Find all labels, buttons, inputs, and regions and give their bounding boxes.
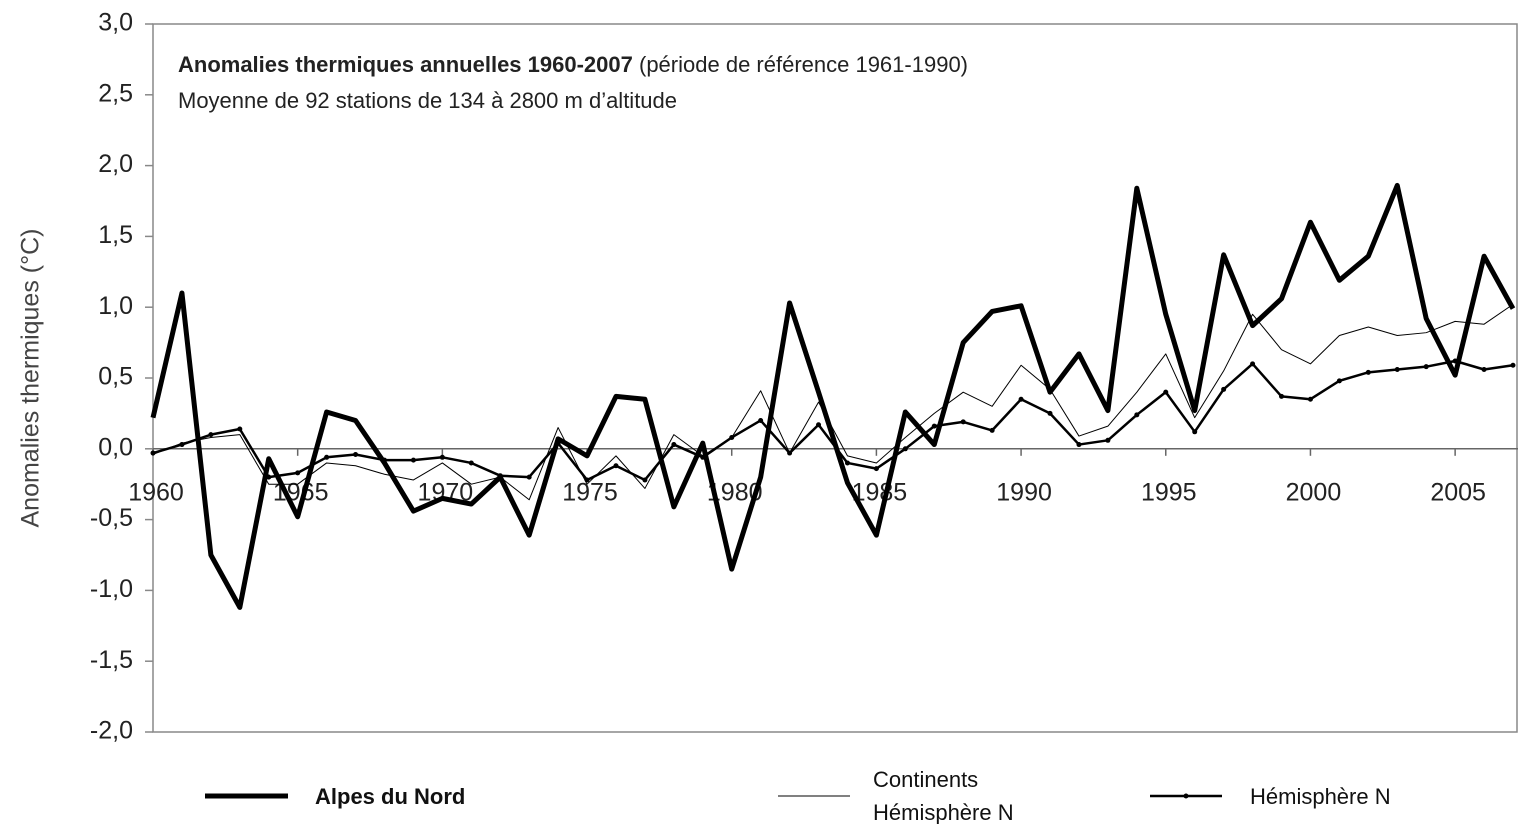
point (439, 454, 445, 460)
y-axis-label: Anomalies thermiques (°C) (17, 229, 45, 528)
point (324, 454, 330, 460)
point (381, 457, 387, 463)
point (410, 457, 416, 463)
point (1192, 429, 1198, 435)
point (468, 460, 474, 466)
point (150, 450, 156, 456)
y-tick-label: -1,0 (90, 575, 133, 603)
x-tick-label: 2005 (1430, 478, 1486, 506)
x-tick-label: 1975 (562, 478, 618, 506)
point (844, 460, 850, 466)
series-line (152, 303, 1514, 501)
point (179, 442, 185, 448)
y-tick-label: 0,0 (98, 433, 133, 461)
x-tick-label: 2000 (1286, 478, 1342, 506)
point (642, 477, 648, 483)
point (1394, 367, 1400, 373)
point (816, 422, 822, 428)
y-tick-label: 2,0 (98, 150, 133, 178)
legend-label: Alpes du Nord (315, 783, 466, 809)
point (1134, 412, 1140, 418)
chart-title: Anomalies thermiques annuelles 1960-2007… (178, 52, 968, 77)
point (353, 451, 359, 457)
title: Anomalies thermiques annuelles 1960-2007 (178, 52, 633, 77)
point (787, 450, 793, 456)
point (1163, 389, 1169, 395)
point (1307, 396, 1313, 402)
y-tick-label: -0,5 (90, 504, 133, 532)
point (497, 473, 503, 479)
plot-frame (152, 23, 1518, 733)
point (1279, 393, 1285, 399)
legend-label: Continents Hémisphère N (873, 767, 1014, 824)
point (1018, 396, 1024, 402)
point (1365, 369, 1371, 375)
point (1076, 442, 1082, 448)
y-tick-label: 1,5 (98, 221, 133, 249)
x-tick-label: 1990 (996, 478, 1052, 506)
point (729, 434, 735, 440)
point (873, 466, 879, 472)
legend-label: Hémisphère N (1250, 783, 1391, 809)
point (555, 440, 561, 446)
point (989, 427, 995, 433)
x-tick-label: 1995 (1141, 478, 1197, 506)
point (237, 426, 243, 432)
y-tick-label: 0,5 (98, 363, 133, 391)
point (295, 470, 301, 476)
point (960, 419, 966, 425)
y-tick-label: 2,5 (98, 79, 133, 107)
point (1510, 362, 1516, 368)
point (1105, 437, 1111, 443)
series-line (152, 359, 1514, 482)
point (671, 442, 677, 448)
point (1481, 367, 1487, 373)
point (902, 446, 908, 452)
point (700, 454, 706, 460)
point (526, 474, 532, 480)
point (1047, 410, 1053, 416)
point (1221, 386, 1227, 392)
point (1452, 358, 1458, 364)
y-tick-label: -2,0 (90, 717, 133, 745)
y-tick-label: 3,0 (98, 9, 133, 37)
subtitle: Moyenne de 92 stations de 134 à 2800 m d… (178, 88, 677, 113)
point (1336, 378, 1342, 384)
point (613, 463, 619, 469)
title-note: (période de référence 1961-1990) (639, 52, 968, 77)
y-tick-label: 1,0 (98, 292, 133, 320)
point (758, 417, 764, 423)
point (266, 474, 272, 480)
point (208, 432, 214, 438)
legend-marker (1183, 793, 1189, 799)
series-line (150, 182, 1516, 610)
point (584, 477, 590, 483)
point (1423, 364, 1429, 370)
y-tick-label: -1,5 (90, 646, 133, 674)
x-tick-label: 1960 (128, 478, 184, 506)
point (1250, 361, 1256, 367)
point (931, 423, 937, 429)
x-tick-label: 1985 (852, 478, 908, 506)
